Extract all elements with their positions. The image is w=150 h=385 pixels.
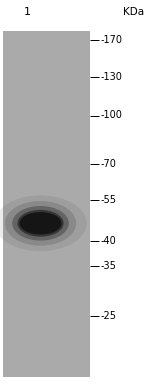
Text: -100: -100 [100,110,122,121]
Text: -40: -40 [100,236,116,246]
Ellipse shape [5,201,76,246]
Text: -35: -35 [100,261,116,271]
Text: -130: -130 [100,72,122,82]
Text: -170: -170 [100,35,123,45]
Text: -25: -25 [100,311,117,321]
Ellipse shape [20,212,61,234]
Ellipse shape [0,196,87,251]
Text: 1: 1 [24,7,30,17]
Text: KDa: KDa [123,7,144,17]
Text: -70: -70 [100,159,116,169]
Text: -55: -55 [100,195,117,205]
Ellipse shape [12,206,69,241]
Ellipse shape [17,210,64,237]
FancyBboxPatch shape [3,31,90,377]
